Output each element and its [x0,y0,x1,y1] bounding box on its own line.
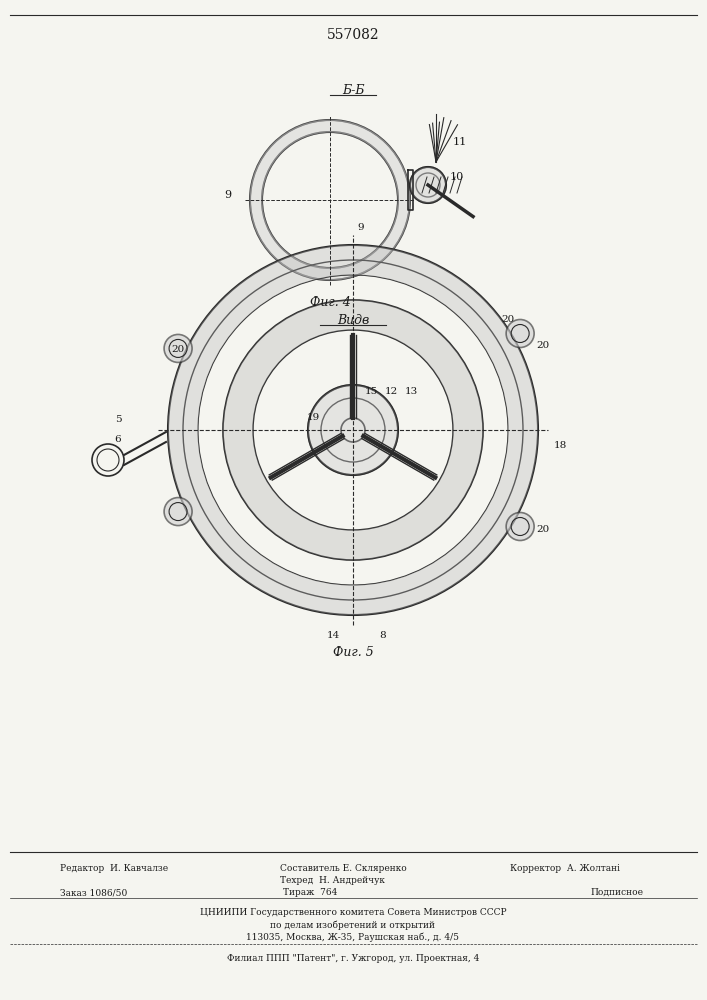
Text: Заказ 1086/50: Заказ 1086/50 [60,888,127,897]
Text: Составитель Е. Скляренко: Составитель Е. Скляренко [280,864,407,873]
Text: 9: 9 [224,190,232,200]
Text: 20: 20 [501,316,515,324]
Text: 20: 20 [537,526,549,534]
Text: 10: 10 [450,172,464,182]
Text: 12: 12 [385,387,397,396]
Text: Видв: Видв [337,314,369,326]
Text: Техред  Н. Андрейчук: Техред Н. Андрейчук [280,876,385,885]
Text: 6: 6 [115,436,122,444]
Circle shape [506,513,534,541]
Text: Фиг. 4: Фиг. 4 [310,296,351,308]
Text: 20: 20 [537,340,549,350]
Text: Редактор  И. Кавчалзе: Редактор И. Кавчалзе [60,864,168,873]
Text: 13: 13 [404,387,418,396]
Circle shape [164,498,192,526]
Circle shape [506,320,534,348]
Text: Тираж  764: Тираж 764 [283,888,337,897]
Text: Корректор  А. Жолтані: Корректор А. Жолтані [510,864,620,873]
Text: Подписное: Подписное [590,888,643,897]
Text: 14: 14 [327,631,339,640]
Text: 19: 19 [306,414,320,422]
Text: ЦНИИПИ Государственного комитета Совета Министров СССР: ЦНИИПИ Государственного комитета Совета … [199,908,506,917]
Text: по делам изобретений и открытий: по делам изобретений и открытий [271,920,436,930]
Circle shape [164,334,192,362]
Text: 557082: 557082 [327,28,380,42]
Circle shape [410,167,446,203]
Text: 9: 9 [358,223,364,232]
Text: 5: 5 [115,416,122,424]
Text: 18: 18 [554,440,566,450]
Text: 20: 20 [171,346,185,355]
Text: 113035, Москва, Ж-35, Раушская наб., д. 4/5: 113035, Москва, Ж-35, Раушская наб., д. … [247,932,460,942]
Text: 11: 11 [453,137,467,147]
Text: Филиал ППП "Патент", г. Ужгород, ул. Проектная, 4: Филиал ППП "Патент", г. Ужгород, ул. Про… [227,954,479,963]
Circle shape [308,385,398,475]
Text: 8: 8 [380,631,386,640]
Text: 15: 15 [364,387,378,396]
Text: Фиг. 5: Фиг. 5 [332,647,373,660]
Text: Б-Б: Б-Б [341,84,364,97]
